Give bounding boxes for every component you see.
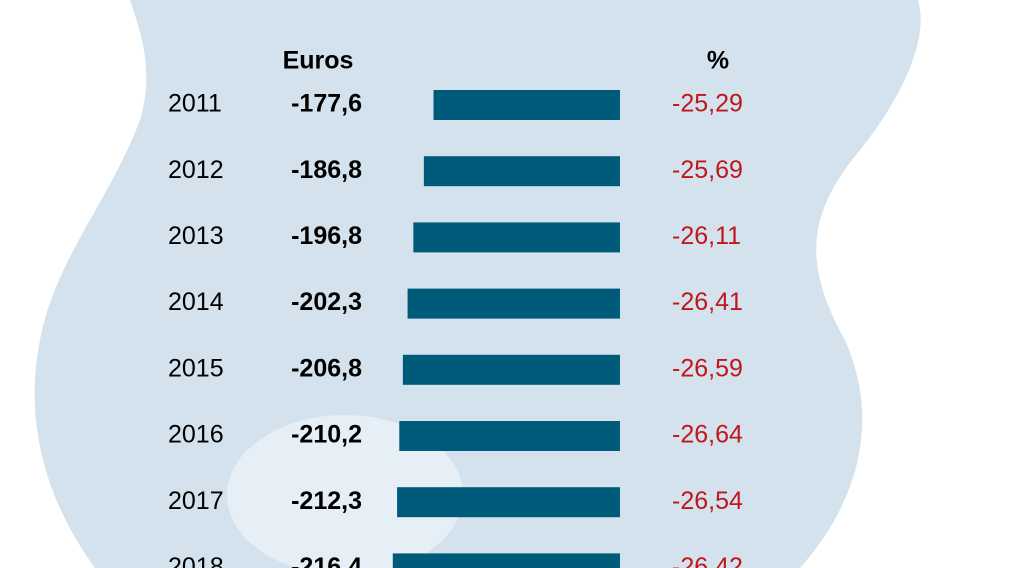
euros-header: Euros xyxy=(283,47,354,75)
euros-label: -196,8 xyxy=(291,222,362,250)
bar xyxy=(423,156,620,187)
year-label: 2018 xyxy=(168,553,224,568)
year-label: 2016 xyxy=(168,421,224,449)
euros-label: -216,4 xyxy=(291,553,362,568)
bar xyxy=(397,487,620,518)
euros-label: -212,3 xyxy=(291,487,362,515)
bar xyxy=(392,553,620,568)
euros-label: -202,3 xyxy=(291,288,362,316)
year-label: 2012 xyxy=(168,156,224,184)
euros-label: -206,8 xyxy=(291,354,362,382)
year-label: 2015 xyxy=(168,354,224,382)
percent-label: -26,42 xyxy=(672,553,743,568)
euros-label: -210,2 xyxy=(291,421,362,449)
percent-label: -26,11 xyxy=(672,222,741,250)
percent-label: -25,69 xyxy=(672,156,743,184)
euros-label: -186,8 xyxy=(291,156,362,184)
percent-label: -26,59 xyxy=(672,354,743,382)
euros-label: -177,6 xyxy=(291,90,362,118)
year-label: 2013 xyxy=(168,222,224,250)
bar xyxy=(433,90,620,120)
year-label: 2011 xyxy=(168,90,222,118)
bar xyxy=(407,288,620,319)
percent-label: -26,64 xyxy=(672,421,743,449)
percent-label: -26,41 xyxy=(672,288,743,316)
year-label: 2014 xyxy=(168,288,224,316)
bar xyxy=(402,354,620,385)
percent-header: % xyxy=(707,47,729,75)
background-blob xyxy=(34,0,921,568)
bar xyxy=(413,222,620,253)
year-label: 2017 xyxy=(168,487,224,515)
bar xyxy=(399,421,620,451)
percent-label: -26,54 xyxy=(672,487,743,515)
percent-label: -25,29 xyxy=(672,90,743,118)
background-circle xyxy=(227,415,463,568)
